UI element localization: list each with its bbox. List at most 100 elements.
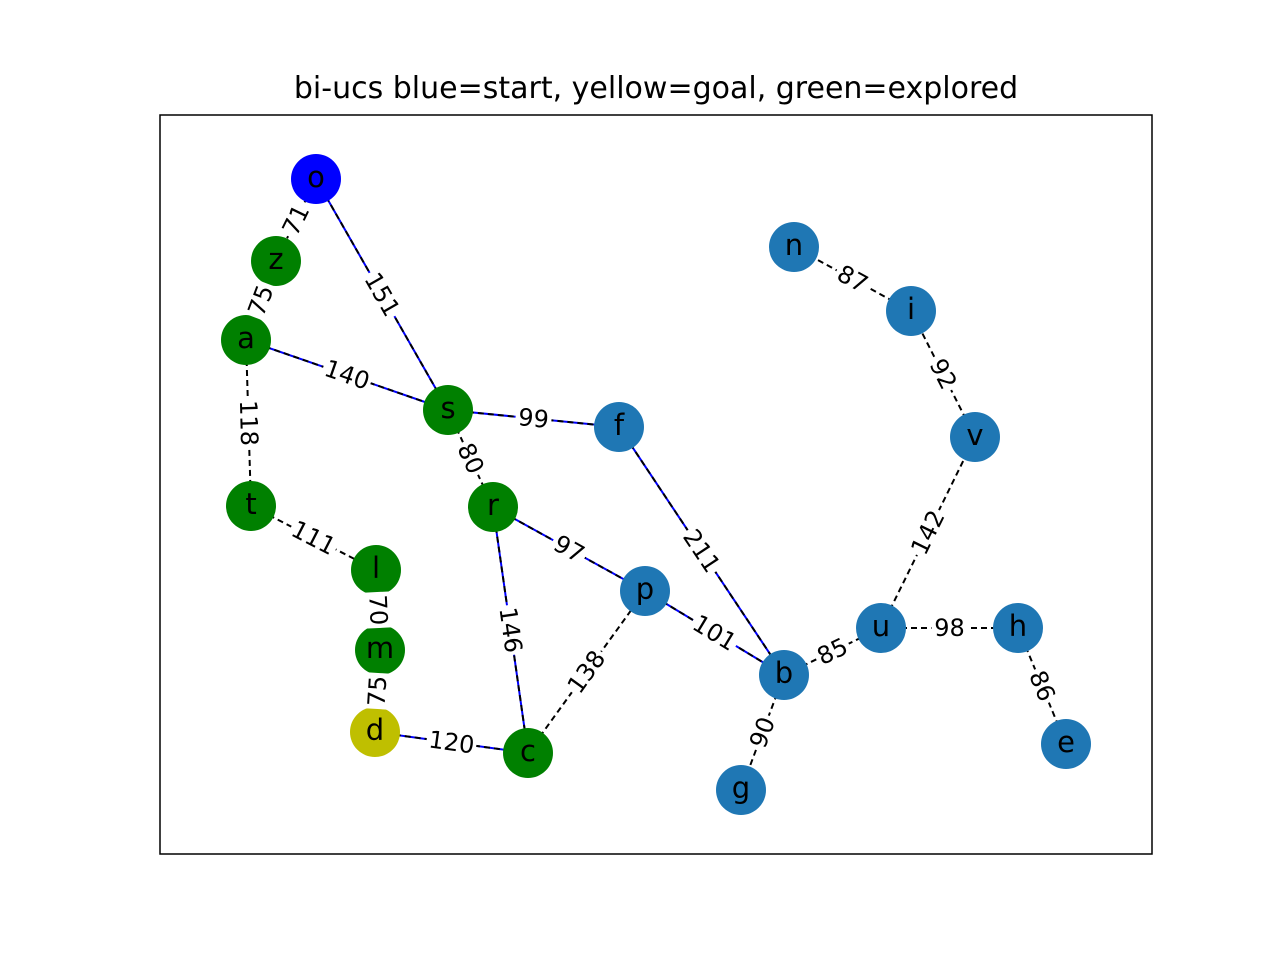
node-s: s [423,385,473,435]
nodes-layer: o z a s t l m d r c f p b g u h e v i n [221,154,1091,815]
edge-label-backing [685,608,744,658]
node-circle [351,545,401,595]
edge-label-backing [450,436,491,481]
edge-dash [880,436,976,629]
node-circle [716,765,766,815]
node-label: i [907,292,915,326]
edge-label-backing [357,265,407,324]
edge-label-backing [904,503,952,562]
node-label: f [614,408,625,442]
edge-c-p [527,590,646,754]
node-r: r [468,482,518,532]
node-e: e [1041,719,1091,769]
node-circle [620,566,670,616]
node-circle [251,236,301,286]
edge-weight-text: 98 [934,614,965,642]
edge-label-backing [546,528,592,570]
node-n: n [769,222,819,272]
edge-weight-label: 98 [931,614,968,642]
node-circle [350,707,400,757]
edge-weight-label: 146 [493,603,528,657]
node-a: a [221,315,271,365]
edge-label-backing [241,278,281,323]
edge-label-backing [829,258,876,300]
node-circle [355,625,405,675]
edge-label-backing [514,402,553,435]
node-circle [759,650,809,700]
edge-label-backing [922,351,964,397]
node-circle [423,385,473,435]
node-c: c [503,728,553,778]
edge-label-backing [363,591,393,629]
edge-label-backing [424,725,479,760]
node-circle [221,315,271,365]
plot-frame [159,114,1153,855]
node-label: z [268,242,283,276]
node-label: u [872,609,890,643]
edge-weight-label: 75 [362,672,393,710]
node-label: b [775,656,793,690]
node-label: v [966,418,983,452]
edge-weight-label: 120 [424,725,479,760]
node-u: u [856,603,906,653]
node-m: m [355,625,405,675]
edge-label-backing [493,603,528,657]
edge-dash [245,339,449,411]
edge-label-backing [743,710,782,755]
edge-label-backing [675,522,728,580]
node-label: l [372,551,380,585]
node-label: m [366,631,394,665]
edge-weight-text: 70 [363,594,392,626]
node-circle [993,603,1043,653]
node-label: t [245,487,256,521]
node-circle [886,286,936,336]
edge-label-backing [233,397,264,449]
node-o: o [291,154,341,204]
edge-weight-text: 146 [493,605,527,654]
edge-dash [527,590,646,754]
node-label: a [237,321,255,355]
edge-weight-label: 99 [514,402,553,435]
edge-label-backing [275,197,317,243]
edge-dash [374,731,529,754]
chart-title: bi-ucs blue=start, yellow=goal, green=ex… [294,71,1018,106]
node-p: p [620,566,670,616]
edge-weight-label: 70 [363,591,393,629]
node-circle [856,603,906,653]
edge-weight-text: 75 [363,675,393,707]
node-l: l [351,545,401,595]
node-b: b [759,650,809,700]
edge-dash [492,506,646,592]
node-label: c [520,734,536,768]
node-circle [468,482,518,532]
node-circle [1041,719,1091,769]
node-label: r [487,488,499,522]
edge-label-backing [560,643,613,701]
node-f: f [594,402,644,452]
node-d: d [350,707,400,757]
edge-label-backing [318,353,376,397]
node-label: e [1057,725,1075,759]
edge-weight-label: 118 [233,397,264,449]
edge-label-backing [1022,664,1062,708]
edge-label-backing [284,514,343,562]
node-label: s [440,391,455,425]
edge-weight-text: 99 [517,403,550,434]
edge-u-v [880,436,976,629]
edge-weight-text: 118 [234,400,263,447]
edge-label-backing [931,614,968,642]
node-circle [291,154,341,204]
node-i: i [886,286,936,336]
node-h: h [993,603,1043,653]
edge-label-backing [810,631,855,672]
node-g: g [716,765,766,815]
edge-weight-text: 120 [427,726,476,760]
node-z: z [251,236,301,286]
node-label: h [1009,609,1027,643]
node-circle [950,412,1000,462]
node-label: g [732,771,750,805]
node-circle [769,222,819,272]
node-label: o [307,160,325,194]
